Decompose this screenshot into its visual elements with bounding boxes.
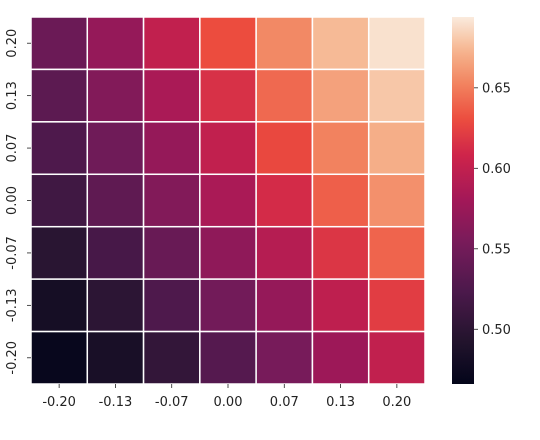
heatmap-cell <box>142 121 201 176</box>
colorbar-gradient <box>452 17 474 384</box>
heatmap-cell <box>367 121 426 176</box>
x-tick-label: 0.13 <box>326 395 355 410</box>
heatmap-cell <box>142 68 201 123</box>
heatmap-cell <box>30 16 89 71</box>
x-tick-label: -0.07 <box>155 395 189 410</box>
heatmap-cell <box>142 225 201 280</box>
heatmap-cell <box>311 278 370 333</box>
heatmap-cell <box>311 225 370 280</box>
heatmap-cell <box>86 16 145 71</box>
heatmap-cell <box>199 16 257 71</box>
heatmap-cell <box>199 68 257 123</box>
heatmap-cell <box>86 330 145 385</box>
heatmap-cell <box>367 68 426 123</box>
y-tick-label: -0.07 <box>5 236 20 270</box>
x-tick-label: 0.00 <box>214 395 243 410</box>
heatmap-cell <box>142 278 201 333</box>
heatmap-cell <box>86 121 145 176</box>
heatmap-cell <box>367 173 426 228</box>
heatmap-cell <box>30 330 89 385</box>
heatmap-cell <box>255 225 314 280</box>
heatmap-cell <box>86 68 145 123</box>
heatmap-cell <box>311 330 370 385</box>
colorbar-tick-label: 0.65 <box>482 81 511 96</box>
heatmap-cell <box>142 330 201 385</box>
heatmap-cell <box>30 121 89 176</box>
y-tick-label: 0.13 <box>5 81 20 110</box>
heatmap-cell <box>311 16 370 71</box>
heatmap-cell <box>255 173 314 228</box>
heatmap-cell <box>86 225 145 280</box>
heatmap-cell <box>367 16 426 71</box>
colorbar-tick-label: 0.50 <box>482 323 511 338</box>
heatmap-cell <box>142 16 201 71</box>
heatmap-cell <box>367 278 426 333</box>
heatmap-cell <box>255 121 314 176</box>
heatmap-cell <box>199 173 257 228</box>
heatmap-cell <box>311 173 370 228</box>
y-tick-label: -0.20 <box>5 341 20 375</box>
heatmap-cell <box>367 225 426 280</box>
heatmap-cell <box>311 121 370 176</box>
heatmap-cell <box>30 173 89 228</box>
colorbar: 0.50 0.55 0.60 0.65 <box>452 17 511 384</box>
x-tick-label: 0.07 <box>270 395 299 410</box>
heatmap-cell <box>367 330 426 385</box>
x-tick-label: -0.20 <box>42 395 76 410</box>
heatmap-cell <box>30 68 89 123</box>
heatmap-cell <box>30 225 89 280</box>
heatmap-cells <box>30 16 426 385</box>
heatmap-cell <box>255 330 314 385</box>
heatmap-cell <box>86 278 145 333</box>
x-tick-label: -0.13 <box>99 395 133 410</box>
y-axis: 0.20 0.13 0.07 0.00 -0.07 -0.13 -0.20 <box>5 29 31 375</box>
heatmap-cell <box>30 278 89 333</box>
heatmap-cell <box>199 278 257 333</box>
heatmap-cell <box>311 68 370 123</box>
heatmap-cell <box>142 173 201 228</box>
y-tick-label: 0.07 <box>5 134 20 163</box>
heatmap-cell <box>255 68 314 123</box>
colorbar-tick-label: 0.60 <box>482 162 511 177</box>
heatmap-cell <box>255 278 314 333</box>
heatmap-cell <box>199 330 257 385</box>
y-tick-label: 0.00 <box>5 186 20 215</box>
x-tick-label: 0.20 <box>382 395 411 410</box>
heatmap-cell <box>86 173 145 228</box>
x-axis: -0.20 -0.13 -0.07 0.00 0.07 0.13 0.20 <box>42 384 411 410</box>
heatmap-cell <box>199 225 257 280</box>
y-tick-label: 0.20 <box>5 29 20 58</box>
heatmap-cell <box>255 16 314 71</box>
heatmap-cell <box>199 121 257 176</box>
y-tick-label: -0.13 <box>5 289 20 323</box>
colorbar-tick-label: 0.55 <box>482 242 511 257</box>
